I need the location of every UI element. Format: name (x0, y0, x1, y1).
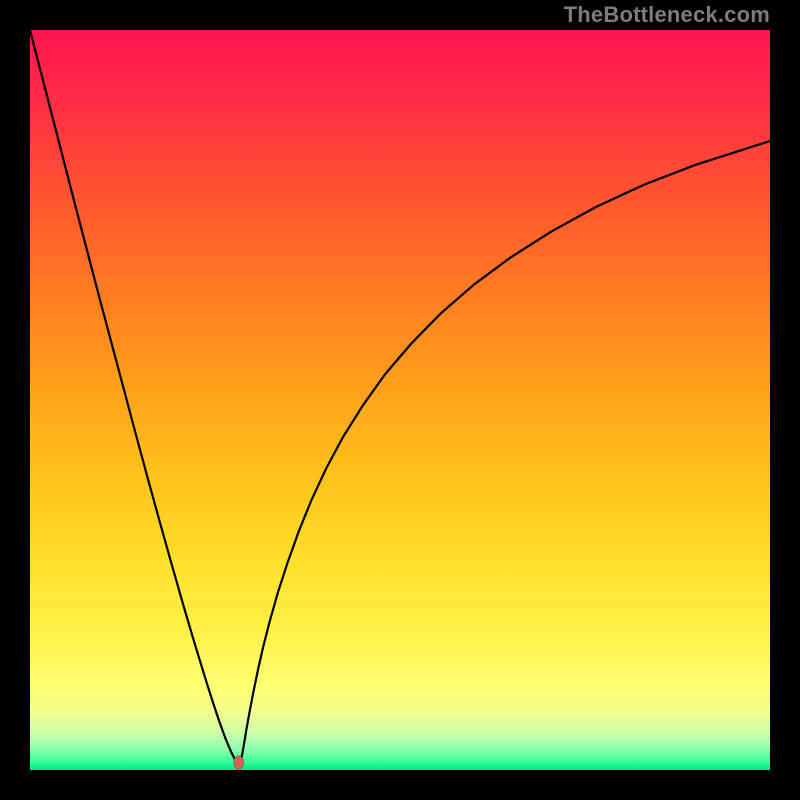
optimum-marker (234, 756, 244, 769)
gradient-background (30, 30, 770, 770)
watermark-text: TheBottleneck.com (564, 2, 770, 28)
bottleneck-curve-chart (30, 30, 770, 770)
chart-frame: TheBottleneck.com (0, 0, 800, 800)
plot-area (30, 30, 770, 770)
